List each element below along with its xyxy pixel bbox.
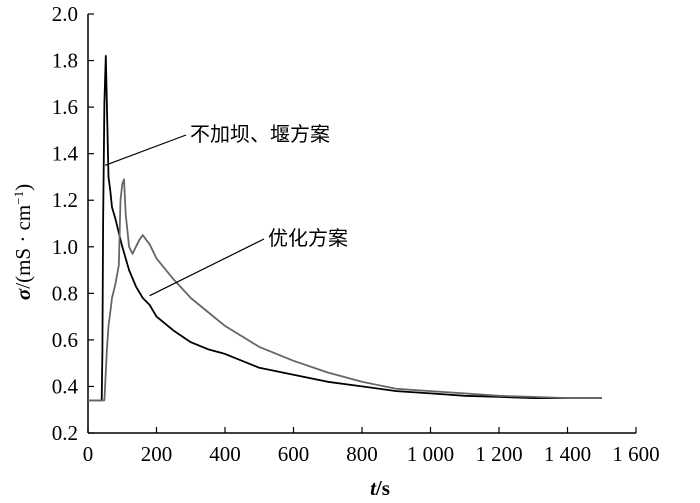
y-tick-label: 1.6 (52, 95, 78, 119)
x-tick-label: 200 (141, 442, 173, 466)
y-axis-unit-close: ) (11, 184, 35, 191)
axes: 0.2 0.4 0.6 0.8 1.0 1.2 1.4 1.6 1.8 2.0 0 200 400 600… (52, 2, 660, 466)
x-tick-label: 1 000 (407, 442, 454, 466)
series-line-1 (88, 55, 602, 402)
x-tick-label: 600 (278, 442, 310, 466)
y-tick-label: 0.8 (52, 281, 78, 305)
annotation-leader (149, 238, 265, 297)
y-tick-label: 1.2 (52, 188, 78, 212)
y-tick-label: 0.4 (52, 374, 79, 398)
x-axis-var: t (370, 476, 377, 500)
y-axis-var: σ (11, 288, 35, 300)
series-line-2 (88, 178, 602, 402)
y-axis-unit: /(mS · cm (11, 205, 35, 289)
x-tick-label: 0 (83, 442, 94, 466)
y-tick-label: 0.6 (52, 328, 78, 352)
x-tick-label: 1 600 (612, 442, 659, 466)
x-axis-label: t/s (370, 476, 390, 500)
annotation-label: 优化方案 (268, 226, 348, 250)
y-tick-label: 1.8 (52, 49, 78, 73)
y-tick-label: 1.0 (52, 235, 78, 259)
x-tick-label: 400 (209, 442, 241, 466)
y-tick-label: 1.4 (52, 142, 79, 166)
y-axis-unit-sup: −1 (11, 191, 26, 205)
y-tick-label: 0.2 (52, 421, 78, 445)
annotation-leader (104, 134, 187, 166)
y-axis-label: σ/(mS · cm−1) (11, 184, 36, 300)
x-tick-label: 800 (346, 442, 378, 466)
series-layer (88, 55, 602, 402)
x-axis-unit: /s (375, 476, 390, 500)
annotation-label: 不加坝、堰方案 (190, 122, 330, 146)
x-tick-label: 1 400 (544, 442, 591, 466)
x-tick-label: 1 200 (475, 442, 522, 466)
y-tick-label: 2.0 (52, 2, 78, 26)
